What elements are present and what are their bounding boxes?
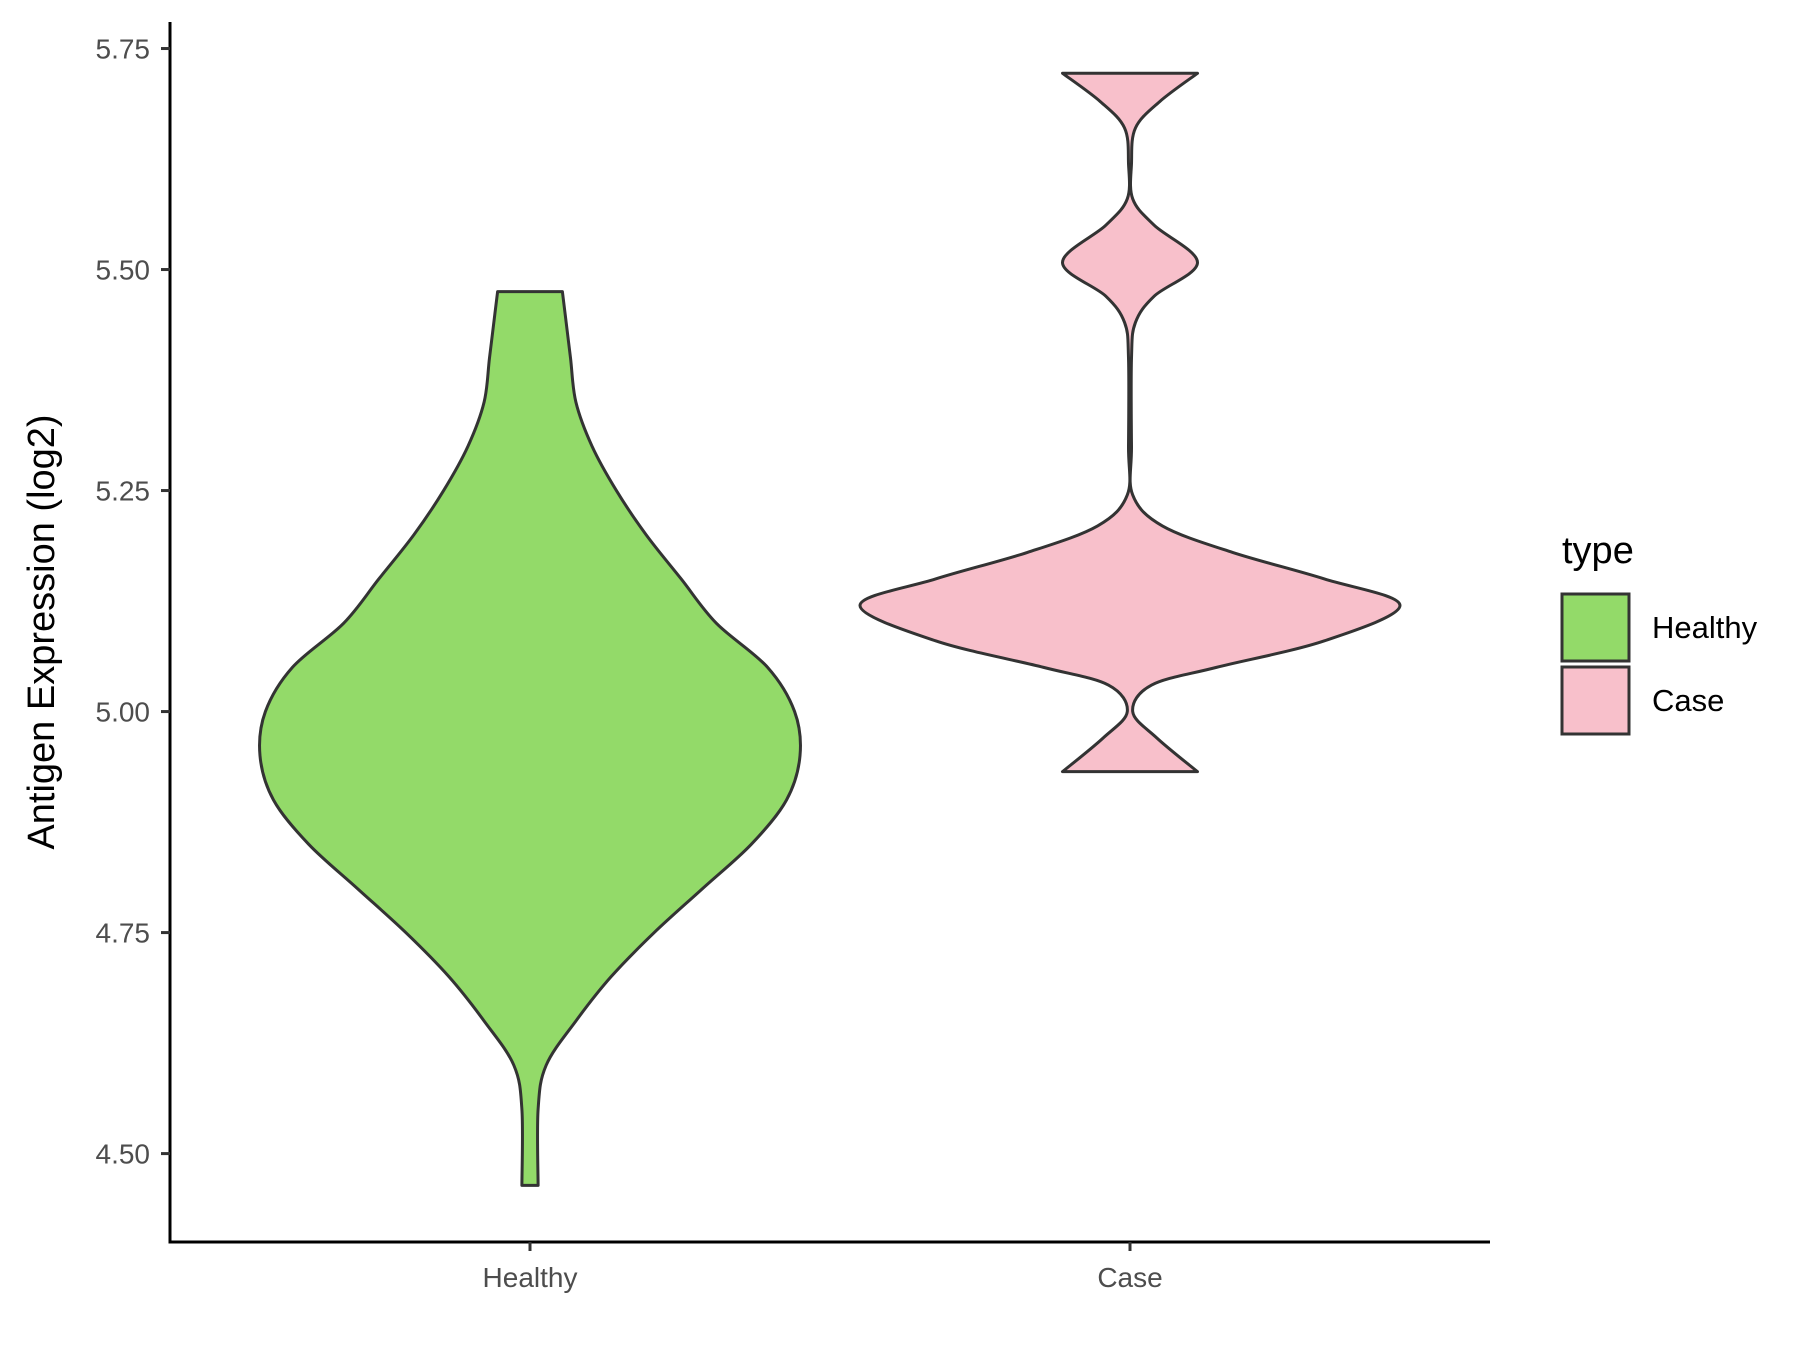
legend: Healthy Case bbox=[1560, 592, 1758, 736]
y-axis-ticks: 4.50 4.75 5.00 5.25 5.50 5.75 bbox=[96, 34, 170, 1170]
y-tick-label: 4.50 bbox=[96, 1139, 151, 1170]
y-tick-label: 5.00 bbox=[96, 697, 151, 728]
legend-key-case bbox=[1560, 665, 1631, 736]
legend-label-case: Case bbox=[1652, 683, 1724, 718]
y-tick-label: 5.50 bbox=[96, 255, 151, 286]
y-tick-label: 5.25 bbox=[96, 476, 151, 507]
legend-label-healthy: Healthy bbox=[1652, 610, 1758, 645]
violin-case bbox=[858, 71, 1402, 774]
legend-title: type bbox=[1562, 530, 1634, 572]
legend-key-healthy bbox=[1560, 592, 1631, 663]
x-axis-ticks: Healthy Case bbox=[483, 1242, 1163, 1293]
y-tick-label: 4.75 bbox=[96, 918, 151, 949]
y-tick-label: 5.75 bbox=[96, 34, 151, 65]
violin-layer bbox=[258, 71, 1402, 1187]
violin-healthy bbox=[258, 290, 802, 1187]
x-tick-label: Healthy bbox=[483, 1262, 578, 1293]
y-axis-title: Antigen Expression (log2) bbox=[21, 414, 63, 849]
x-tick-label: Case bbox=[1097, 1262, 1162, 1293]
